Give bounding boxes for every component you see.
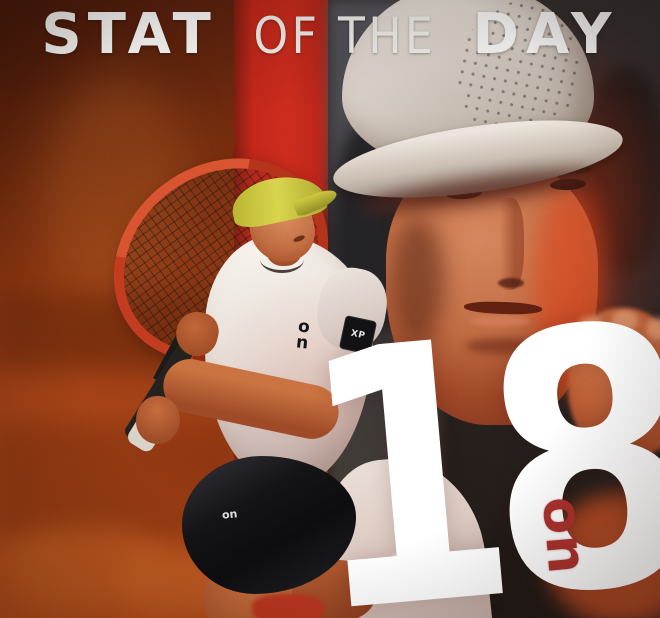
- headline-stat: STAT: [41, 2, 217, 67]
- court-shadow-band: [0, 422, 250, 540]
- court-light-streak: [40, 70, 190, 310]
- on-brand-logo-icon: on: [522, 492, 608, 578]
- court-shadow-band: [0, 292, 260, 370]
- court-blur-blob: [118, 552, 243, 614]
- headline: STAT OF THE DAY: [0, 2, 660, 67]
- headline-day: DAY: [472, 2, 619, 67]
- on-brand-logo-text: on: [530, 493, 600, 577]
- headline-of-the: OF THE: [253, 7, 437, 65]
